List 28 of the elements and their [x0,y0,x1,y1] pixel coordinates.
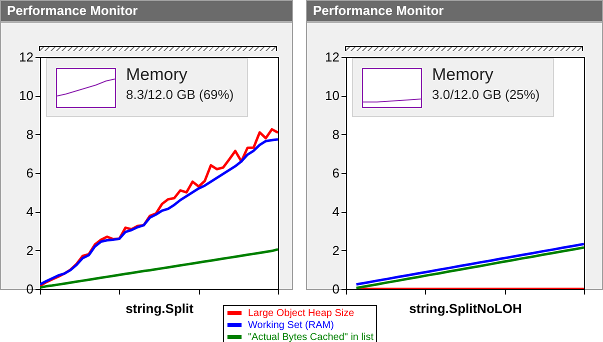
y-tick-label: 12 [325,50,340,64]
y-tick-label: 10 [325,88,340,104]
y-tick-label: 0 [332,282,340,296]
y-tick-label: 10 [19,88,34,104]
y-tick-label: 4 [332,204,340,220]
y-tick-label: 8 [26,126,34,142]
legend-label: Working Set (RAM) [248,320,334,331]
y-tick-label: 2 [26,242,34,258]
y-tick-label: 6 [332,166,340,180]
memory-panel: Memory 8.3/12.0 GB (69%) [46,58,248,117]
chart-title: Performance Monitor [1,1,292,23]
annotation: 3.0/12.0 GB (25%) [432,87,540,102]
chart-title: Performance Monitor [307,1,602,23]
y-tick-label: 2 [332,242,340,258]
y-tick-label: 12 [19,50,34,64]
memory-panel: Memory 3.0/12.0 GB (25%) [352,58,554,117]
legend-label: Large Object Heap Size [248,308,355,319]
annotation: 8.3/12.0 GB (69%) [126,87,234,102]
annotation: Memory [432,65,494,85]
x-axis-title: string.SplitNoLOH [409,301,522,316]
legend-label: "Actual Bytes Cached" in list [248,332,374,342]
x-axis-title: string.Split [126,301,194,316]
y-tick-label: 8 [332,126,340,142]
y-tick-label: 6 [26,166,34,180]
y-tick-label: 4 [26,204,34,220]
y-tick-label: 0 [26,282,34,296]
annotation: Memory [126,65,188,85]
line-series [40,248,278,289]
